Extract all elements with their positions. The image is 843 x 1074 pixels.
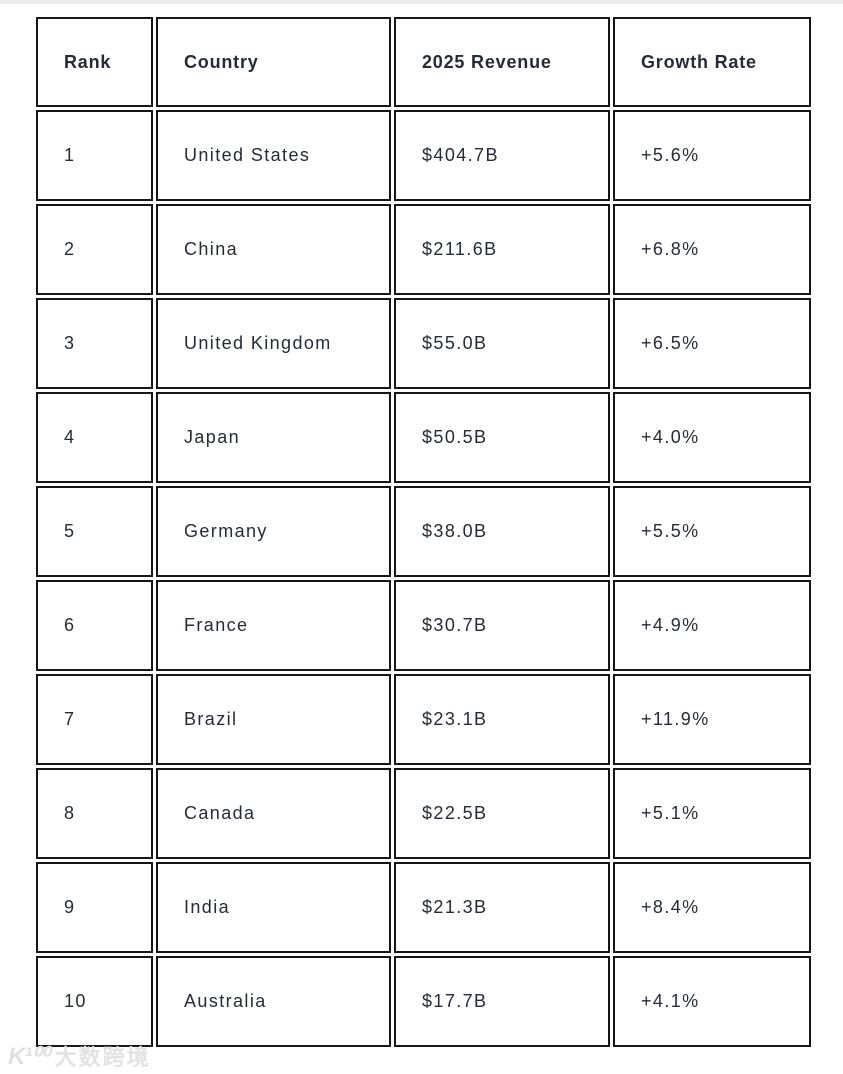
cell-rank: 6	[36, 580, 153, 671]
table-row: 8 Canada $22.5B +5.1%	[36, 768, 811, 859]
cell-revenue: $30.7B	[394, 580, 610, 671]
cell-revenue: $23.1B	[394, 674, 610, 765]
cell-revenue: $22.5B	[394, 768, 610, 859]
cell-revenue: $17.7B	[394, 956, 610, 1047]
cell-country: India	[156, 862, 391, 953]
header-row: Rank Country 2025 Revenue Growth Rate	[36, 17, 811, 107]
cell-revenue: $55.0B	[394, 298, 610, 389]
cell-growth: +6.8%	[613, 204, 811, 295]
cell-country: United States	[156, 110, 391, 201]
table-row: 4 Japan $50.5B +4.0%	[36, 392, 811, 483]
cell-revenue: $211.6B	[394, 204, 610, 295]
cell-rank: 2	[36, 204, 153, 295]
cell-growth: +6.5%	[613, 298, 811, 389]
cell-revenue: $21.3B	[394, 862, 610, 953]
table-row: 10 Australia $17.7B +4.1%	[36, 956, 811, 1047]
cell-rank: 9	[36, 862, 153, 953]
cell-rank: 1	[36, 110, 153, 201]
cell-revenue: $50.5B	[394, 392, 610, 483]
table-row: 5 Germany $38.0B +5.5%	[36, 486, 811, 577]
cell-rank: 7	[36, 674, 153, 765]
cell-country: China	[156, 204, 391, 295]
table-row: 6 France $30.7B +4.9%	[36, 580, 811, 671]
cell-growth: +8.4%	[613, 862, 811, 953]
cell-country: Canada	[156, 768, 391, 859]
watermark-logo-icon: K¹⁰⁰	[8, 1042, 50, 1070]
table-row: 2 China $211.6B +6.8%	[36, 204, 811, 295]
cell-country: Japan	[156, 392, 391, 483]
cell-growth: +4.1%	[613, 956, 811, 1047]
header-cell-country: Country	[156, 17, 391, 107]
cell-country: Brazil	[156, 674, 391, 765]
cell-growth: +4.0%	[613, 392, 811, 483]
table-row: 9 India $21.3B +8.4%	[36, 862, 811, 953]
table-row: 7 Brazil $23.1B +11.9%	[36, 674, 811, 765]
cell-growth: +5.6%	[613, 110, 811, 201]
cell-rank: 3	[36, 298, 153, 389]
cell-country: Germany	[156, 486, 391, 577]
cell-revenue: $38.0B	[394, 486, 610, 577]
header-cell-growth: Growth Rate	[613, 17, 811, 107]
cell-revenue: $404.7B	[394, 110, 610, 201]
header-cell-rank: Rank	[36, 17, 153, 107]
table-row: 3 United Kingdom $55.0B +6.5%	[36, 298, 811, 389]
cell-rank: 10	[36, 956, 153, 1047]
table-row: 1 United States $404.7B +5.6%	[36, 110, 811, 201]
watermark-text: 大数跨境	[54, 1045, 151, 1070]
revenue-table-container: Rank Country 2025 Revenue Growth Rate 1 …	[33, 14, 843, 1050]
cell-country: France	[156, 580, 391, 671]
cell-country: Australia	[156, 956, 391, 1047]
cell-growth: +5.1%	[613, 768, 811, 859]
cell-growth: +11.9%	[613, 674, 811, 765]
cell-country: United Kingdom	[156, 298, 391, 389]
top-strip	[0, 0, 843, 4]
watermark: K¹⁰⁰ 大数跨境	[8, 1040, 151, 1072]
header-cell-revenue: 2025 Revenue	[394, 17, 610, 107]
cell-growth: +5.5%	[613, 486, 811, 577]
cell-growth: +4.9%	[613, 580, 811, 671]
country-revenue-table: Rank Country 2025 Revenue Growth Rate 1 …	[33, 14, 814, 1050]
cell-rank: 5	[36, 486, 153, 577]
cell-rank: 8	[36, 768, 153, 859]
cell-rank: 4	[36, 392, 153, 483]
